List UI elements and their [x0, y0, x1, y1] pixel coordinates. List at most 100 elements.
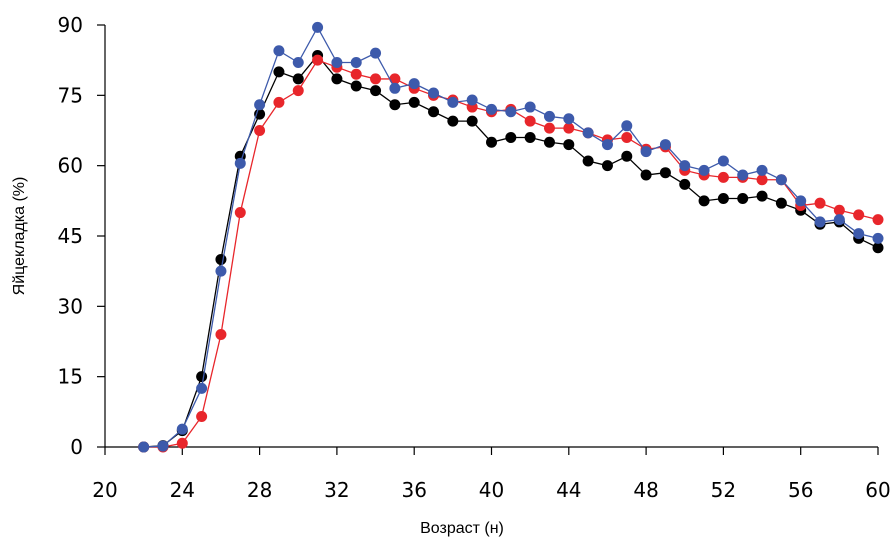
- data-point: [370, 85, 382, 97]
- data-point: [582, 155, 594, 167]
- data-point: [389, 73, 401, 85]
- data-point: [273, 96, 285, 108]
- data-point: [756, 164, 768, 176]
- data-point: [756, 190, 768, 202]
- data-point: [698, 195, 710, 207]
- data-point: [196, 371, 208, 383]
- data-point: [698, 164, 710, 176]
- data-point: [350, 57, 362, 69]
- data-point: [737, 169, 749, 181]
- data-point: [331, 57, 343, 69]
- data-point: [756, 174, 768, 186]
- x-axis-title: Возраст (н): [420, 520, 504, 537]
- data-point: [408, 78, 420, 90]
- data-point: [138, 441, 150, 453]
- data-point: [196, 411, 208, 423]
- data-point: [717, 192, 729, 204]
- data-point: [621, 132, 633, 144]
- data-point: [717, 155, 729, 167]
- data-point: [601, 139, 613, 151]
- data-point: [234, 157, 246, 169]
- data-point: [814, 216, 826, 228]
- data-point: [737, 192, 749, 204]
- data-point: [254, 99, 266, 111]
- data-point: [543, 122, 555, 134]
- axes: [104, 25, 878, 448]
- data-point: [447, 115, 459, 127]
- data-point: [350, 80, 362, 92]
- data-point: [853, 228, 865, 240]
- x-tick-label: 28: [247, 478, 272, 502]
- data-point: [795, 195, 807, 207]
- data-point: [273, 66, 285, 78]
- series-layer: [138, 21, 884, 453]
- data-point: [466, 94, 478, 106]
- data-point: [350, 68, 362, 80]
- data-point: [582, 127, 594, 139]
- data-point: [621, 120, 633, 132]
- data-point: [563, 139, 575, 151]
- data-point: [196, 382, 208, 394]
- y-ticks: 0 15 30 45 60 75 90: [58, 13, 105, 459]
- y-tick-label: 15: [58, 365, 83, 389]
- data-point: [215, 328, 227, 340]
- data-point: [833, 204, 845, 216]
- data-point: [563, 113, 575, 125]
- y-tick-label: 45: [58, 224, 83, 248]
- data-point: [679, 160, 691, 172]
- y-tick-label: 60: [58, 154, 83, 178]
- data-point: [543, 110, 555, 122]
- data-point: [389, 99, 401, 111]
- x-tick-label: 40: [479, 478, 504, 502]
- data-point: [486, 103, 497, 115]
- data-point: [331, 73, 343, 85]
- data-point: [428, 87, 440, 99]
- data-point: [524, 101, 536, 113]
- data-point: [370, 47, 382, 59]
- data-point: [563, 122, 575, 134]
- data-point: [853, 209, 865, 221]
- data-point: [234, 207, 246, 219]
- data-point: [389, 82, 401, 94]
- data-point: [524, 132, 536, 144]
- data-point: [466, 115, 478, 127]
- data-point: [370, 73, 382, 85]
- data-point: [775, 197, 787, 209]
- x-tick-label: 52: [711, 478, 736, 502]
- data-point: [176, 423, 188, 435]
- x-tick-label: 44: [556, 478, 581, 502]
- x-ticks: 20 24 28 32 36 40 44 48 52 56 60: [92, 447, 891, 502]
- data-point: [601, 160, 613, 172]
- data-point: [775, 174, 787, 186]
- data-point: [679, 178, 691, 190]
- data-point: [312, 21, 324, 33]
- data-point: [717, 171, 729, 183]
- y-tick-label: 0: [70, 435, 83, 459]
- data-point: [505, 132, 517, 144]
- series-line: [143, 25, 879, 448]
- data-point: [640, 169, 652, 181]
- data-point: [659, 139, 671, 151]
- x-tick-label: 56: [788, 478, 813, 502]
- data-point: [254, 125, 266, 136]
- x-tick-label: 48: [633, 478, 658, 502]
- data-point: [814, 197, 826, 209]
- x-tick-label: 32: [324, 478, 349, 502]
- data-point: [659, 167, 671, 179]
- data-point: [872, 242, 884, 254]
- x-tick-label: 24: [170, 478, 195, 502]
- data-point: [872, 214, 884, 226]
- series-3: [138, 21, 884, 453]
- data-point: [447, 96, 459, 108]
- data-point: [872, 232, 884, 244]
- data-point: [524, 115, 536, 127]
- y-axis-title: Яйцекладка (%): [11, 177, 28, 296]
- data-point: [157, 440, 169, 452]
- data-point: [428, 106, 440, 118]
- y-tick-label: 90: [58, 13, 83, 37]
- data-point: [215, 253, 227, 265]
- data-point: [621, 150, 633, 162]
- data-point: [543, 136, 555, 148]
- data-point: [640, 146, 652, 158]
